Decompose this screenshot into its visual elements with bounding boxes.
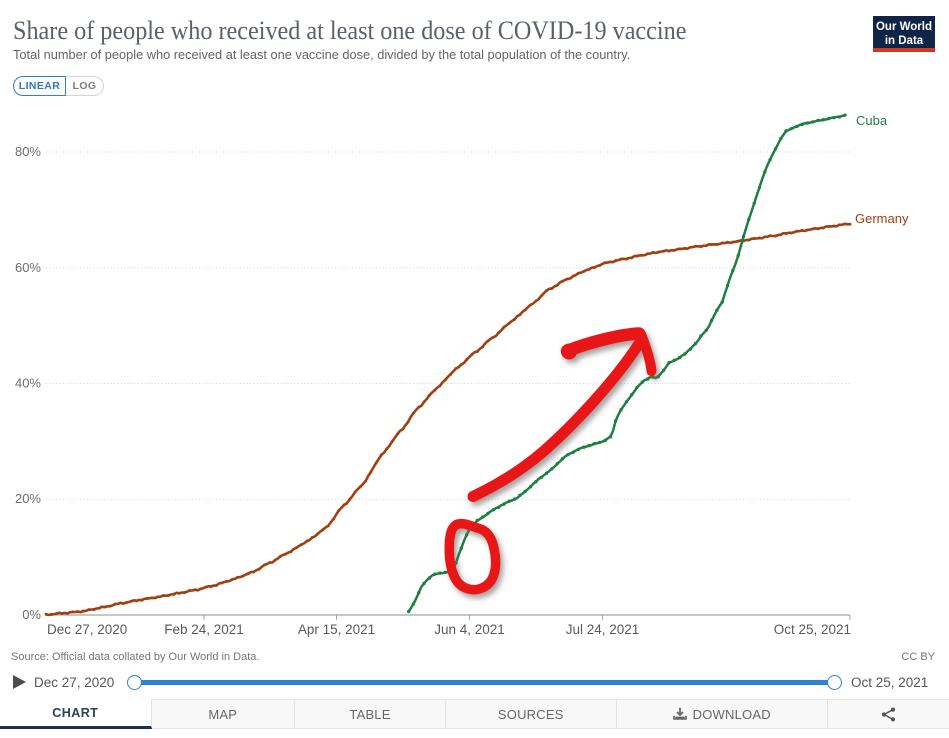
svg-text:Jul 24, 2021: Jul 24, 2021 xyxy=(566,622,640,637)
svg-text:Apr 15, 2021: Apr 15, 2021 xyxy=(298,622,375,637)
svg-text:40%: 40% xyxy=(15,376,41,391)
svg-text:Cuba: Cuba xyxy=(856,113,888,128)
svg-text:80%: 80% xyxy=(15,144,41,159)
svg-text:20%: 20% xyxy=(15,491,41,506)
svg-text:Dec 27, 2020: Dec 27, 2020 xyxy=(47,622,127,637)
svg-text:Germany: Germany xyxy=(855,211,909,226)
svg-text:Oct 25, 2021: Oct 25, 2021 xyxy=(774,622,851,637)
svg-text:60%: 60% xyxy=(15,260,41,275)
svg-text:0%: 0% xyxy=(22,607,41,622)
svg-text:Feb 24, 2021: Feb 24, 2021 xyxy=(164,622,244,637)
svg-text:Jun 4, 2021: Jun 4, 2021 xyxy=(434,622,505,637)
